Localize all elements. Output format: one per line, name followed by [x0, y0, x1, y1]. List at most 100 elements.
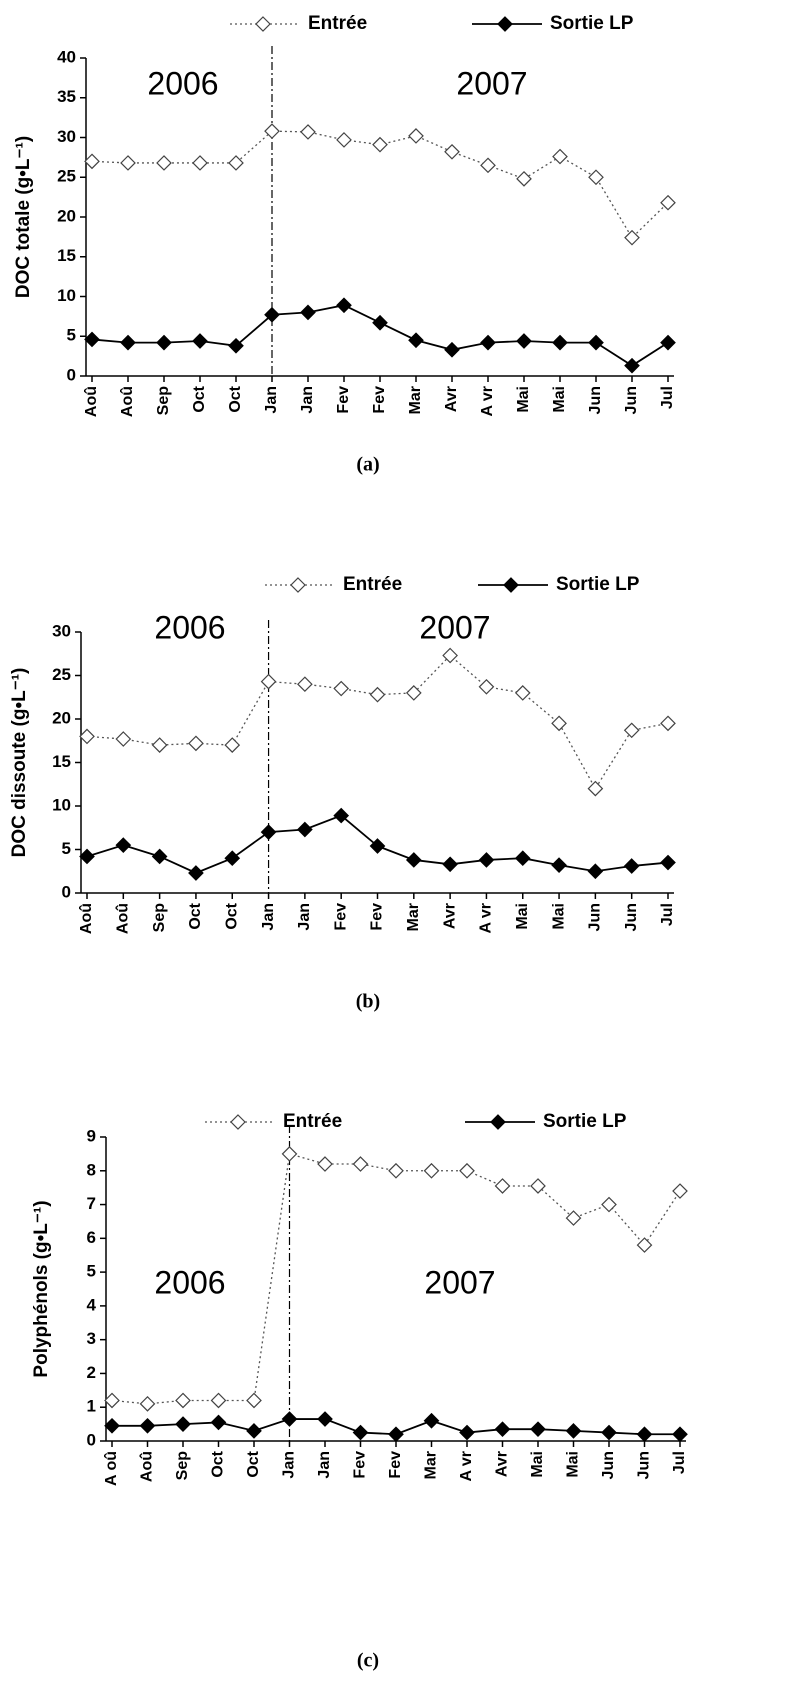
data-point: [442, 647, 458, 664]
data-point: [210, 1392, 227, 1409]
legend-marker: [290, 577, 306, 593]
data-point: [516, 333, 532, 349]
data-point: [104, 1417, 120, 1434]
data-point: [317, 1411, 333, 1427]
data-point: [192, 155, 208, 171]
x-tick-label: Avr: [494, 1451, 511, 1477]
x-tick-label: A vr: [478, 903, 495, 934]
data-point: [333, 680, 350, 697]
data-point: [84, 153, 100, 170]
data-point: [151, 737, 168, 753]
data-point: [84, 331, 100, 348]
data-point: [660, 334, 676, 351]
data-point: [79, 848, 95, 865]
y-tick-label: 7: [87, 1194, 96, 1213]
y-tick-label: 35: [57, 87, 76, 106]
x-tick-label: Jun: [636, 1451, 653, 1479]
x-tick-label: Oct: [210, 1450, 227, 1477]
data-point: [228, 337, 244, 354]
y-tick-label: 5: [62, 839, 71, 858]
legend-label: Entrée: [343, 574, 402, 595]
data-point: [408, 332, 424, 349]
data-point: [478, 678, 495, 695]
y-tick-label: 20: [52, 708, 71, 727]
y-tick-label: 2: [87, 1363, 96, 1382]
y-tick-label: 15: [57, 246, 76, 265]
y-tick-label: 6: [87, 1228, 96, 1247]
data-point: [552, 334, 568, 351]
data-point: [352, 1424, 369, 1441]
data-point: [120, 155, 136, 171]
y-tick-label: 5: [87, 1262, 96, 1281]
data-point: [442, 856, 458, 873]
x-tick-label: Fev: [352, 1451, 369, 1479]
y-axis-label: DOC dissoute (g•L⁻¹): [9, 668, 30, 858]
y-tick-label: 5: [67, 326, 76, 345]
data-point: [672, 1426, 688, 1443]
x-tick-label: Jan: [263, 386, 280, 414]
data-point: [210, 1414, 227, 1431]
data-point: [552, 148, 568, 165]
data-point: [624, 357, 640, 374]
data-point: [623, 722, 640, 739]
x-tick-label: Oct: [187, 902, 204, 929]
y-tick-label: 40: [57, 47, 76, 66]
data-point: [601, 1196, 617, 1213]
x-tick-label: Jun: [587, 386, 604, 414]
data-point: [530, 1178, 546, 1194]
x-tick-label: Sep: [174, 1451, 191, 1481]
legend-label: Entrée: [308, 13, 367, 34]
legend-label: Sortie LP: [550, 13, 634, 34]
data-point: [246, 1423, 262, 1439]
data-point: [297, 676, 313, 693]
legend-label: Sortie LP: [556, 574, 640, 595]
x-tick-label: Jan: [281, 1451, 298, 1479]
legend-marker: [503, 577, 519, 593]
y-tick-label: 8: [87, 1160, 96, 1179]
year-label: 2007: [456, 65, 527, 101]
x-tick-label: Aoû: [139, 1451, 156, 1482]
x-tick-label: Aoû: [119, 386, 136, 417]
y-tick-label: 30: [52, 621, 71, 640]
data-point: [478, 852, 495, 868]
data-point: [388, 1426, 404, 1443]
data-point: [480, 334, 496, 351]
x-tick-label: Aoû: [83, 386, 100, 417]
data-point: [516, 170, 532, 187]
data-point: [405, 685, 422, 701]
data-point: [494, 1178, 511, 1194]
data-point: [264, 123, 280, 139]
data-point: [565, 1423, 582, 1439]
data-point: [588, 169, 604, 186]
y-tick-label: 25: [57, 167, 76, 186]
y-tick-label: 10: [57, 286, 76, 305]
data-point: [281, 1411, 298, 1427]
data-point: [120, 334, 136, 351]
x-tick-label: Oct: [227, 385, 244, 412]
data-point: [151, 848, 168, 865]
x-tick-label: A vr: [458, 1451, 475, 1482]
y-tick-label: 0: [62, 882, 71, 901]
x-tick-label: Oct: [245, 1450, 262, 1477]
y-tick-label: 30: [57, 127, 76, 146]
data-point: [104, 1392, 120, 1409]
data-point: [260, 673, 277, 690]
data-point: [228, 155, 244, 171]
data-point: [459, 1162, 475, 1179]
data-point: [264, 306, 280, 323]
data-point: [514, 850, 531, 867]
x-tick-label: Jun: [623, 903, 640, 931]
data-point: [260, 824, 277, 840]
x-tick-label: Sep: [155, 386, 172, 416]
data-point: [660, 194, 676, 211]
data-point: [587, 780, 604, 797]
data-point: [636, 1237, 653, 1253]
data-point: [624, 229, 640, 246]
y-tick-label: 1: [87, 1397, 96, 1416]
legend-label: Entrée: [283, 1111, 342, 1132]
x-tick-label: Fev: [332, 903, 349, 931]
x-tick-label: Fev: [387, 1451, 404, 1479]
x-tick-label: Mar: [405, 903, 422, 931]
data-point: [423, 1412, 440, 1429]
legend-marker: [255, 16, 271, 32]
